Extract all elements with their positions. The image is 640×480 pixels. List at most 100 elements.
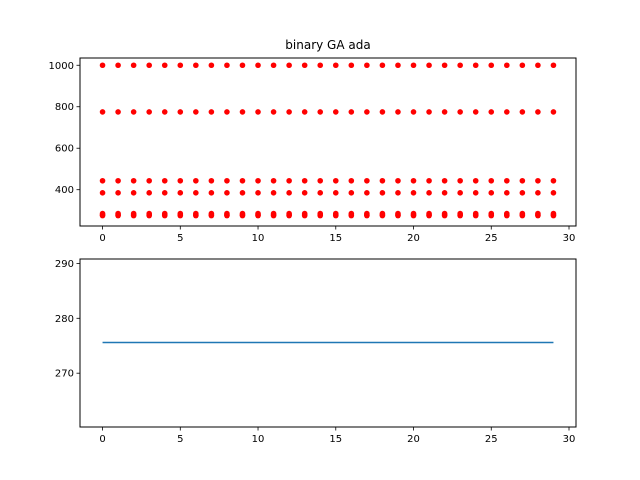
bottom-x-tick-label: 15 [329, 434, 342, 445]
scatter-point [504, 109, 510, 115]
scatter-point [395, 177, 401, 184]
scatter-point [255, 62, 261, 69]
scatter-point [99, 109, 106, 115]
scatter-point [99, 62, 106, 69]
scatter-point [457, 190, 463, 196]
scatter-point [286, 109, 292, 115]
scatter-point [317, 109, 324, 115]
scatter-point [488, 109, 495, 115]
scatter-point [130, 109, 137, 115]
scatter-point [301, 212, 308, 219]
scatter-point [332, 109, 339, 115]
top-axes-frame [79, 57, 577, 227]
chart-title: binary GA ada [285, 38, 370, 52]
scatter-point [488, 212, 495, 219]
scatter-point [379, 212, 386, 219]
bottom-x-tick-label: 0 [99, 434, 105, 445]
scatter-point [441, 190, 448, 196]
scatter-point [550, 190, 557, 196]
bottom-y-axis-ticks: 270 280 290 [55, 259, 80, 380]
scatter-point [348, 212, 355, 219]
scatter-point [161, 109, 168, 115]
scatter-point [224, 62, 230, 69]
scatter-point [504, 190, 510, 196]
scatter-point [395, 62, 401, 69]
scatter-point [410, 62, 417, 69]
scatter-point [146, 109, 152, 115]
bottom-y-tick-label: 290 [55, 259, 74, 270]
scatter-point [286, 190, 292, 196]
scatter-point [270, 190, 277, 196]
scatter-point [177, 62, 184, 69]
scatter-point [255, 109, 261, 115]
scatter-point [457, 109, 463, 115]
scatter-point [130, 62, 137, 69]
scatter-point [457, 62, 463, 69]
scatter-point [224, 190, 230, 196]
top-x-tick-label: 25 [485, 233, 498, 244]
scatter-point [364, 109, 370, 115]
scatter-point [146, 177, 152, 184]
scatter-point [255, 177, 261, 184]
scatter-point [519, 212, 526, 219]
scatter-point [130, 212, 137, 219]
scatter-point [457, 212, 463, 219]
scatter-point [535, 212, 541, 219]
scatter-point [504, 212, 510, 219]
scatter-point [270, 212, 277, 219]
scatter-point [332, 177, 339, 184]
scatter-point [488, 177, 495, 184]
scatter-point [550, 109, 557, 115]
scatter-point [99, 212, 106, 219]
top-x-axis-ticks: 0 5 10 15 20 25 30 [99, 226, 575, 244]
bottom-x-tick-label: 20 [407, 434, 420, 445]
scatter-point [239, 109, 246, 115]
scatter-point [519, 190, 526, 196]
scatter-point [410, 190, 417, 196]
scatter-point [550, 62, 557, 69]
scatter-point [177, 177, 184, 184]
scatter-point [270, 177, 277, 184]
scatter-point [472, 212, 479, 219]
scatter-point [177, 212, 184, 219]
scatter-point [317, 62, 324, 69]
scatter-point [146, 212, 152, 219]
scatter-point [115, 177, 121, 184]
scatter-point [301, 109, 308, 115]
bottom-x-tick-label: 5 [177, 434, 183, 445]
scatter-point [535, 190, 541, 196]
scatter-point [130, 177, 137, 184]
scatter-point [332, 212, 339, 219]
bottom-x-tick-label: 25 [485, 434, 498, 445]
scatter-point [115, 190, 121, 196]
scatter-point [224, 177, 230, 184]
scatter-point [317, 177, 324, 184]
scatter-point [193, 62, 199, 69]
scatter-point [395, 212, 401, 219]
scatter-point [550, 177, 557, 184]
top-x-tick-label: 5 [177, 233, 183, 244]
scatter-point [301, 177, 308, 184]
scatter-point [348, 62, 355, 69]
bottom-y-tick-label: 270 [55, 369, 74, 380]
scatter-point [426, 109, 432, 115]
top-x-tick-label: 10 [252, 233, 265, 244]
scatter-point [379, 177, 386, 184]
scatter-point [177, 190, 184, 196]
scatter-subplot: binary GA ada 0 5 10 15 20 25 30 400 600 800 1000 [49, 38, 577, 244]
scatter-point [161, 177, 168, 184]
scatter-point [286, 62, 292, 69]
scatter-point [504, 177, 510, 184]
scatter-point [364, 177, 370, 184]
scatter-point [348, 190, 355, 196]
top-y-tick-label: 1000 [49, 61, 74, 72]
scatter-point [208, 177, 215, 184]
scatter-point [301, 62, 308, 69]
scatter-point [317, 212, 324, 219]
scatter-point [488, 62, 495, 69]
scatter-point [441, 109, 448, 115]
scatter-point [519, 177, 526, 184]
scatter-point [115, 109, 121, 115]
scatter-point [193, 109, 199, 115]
